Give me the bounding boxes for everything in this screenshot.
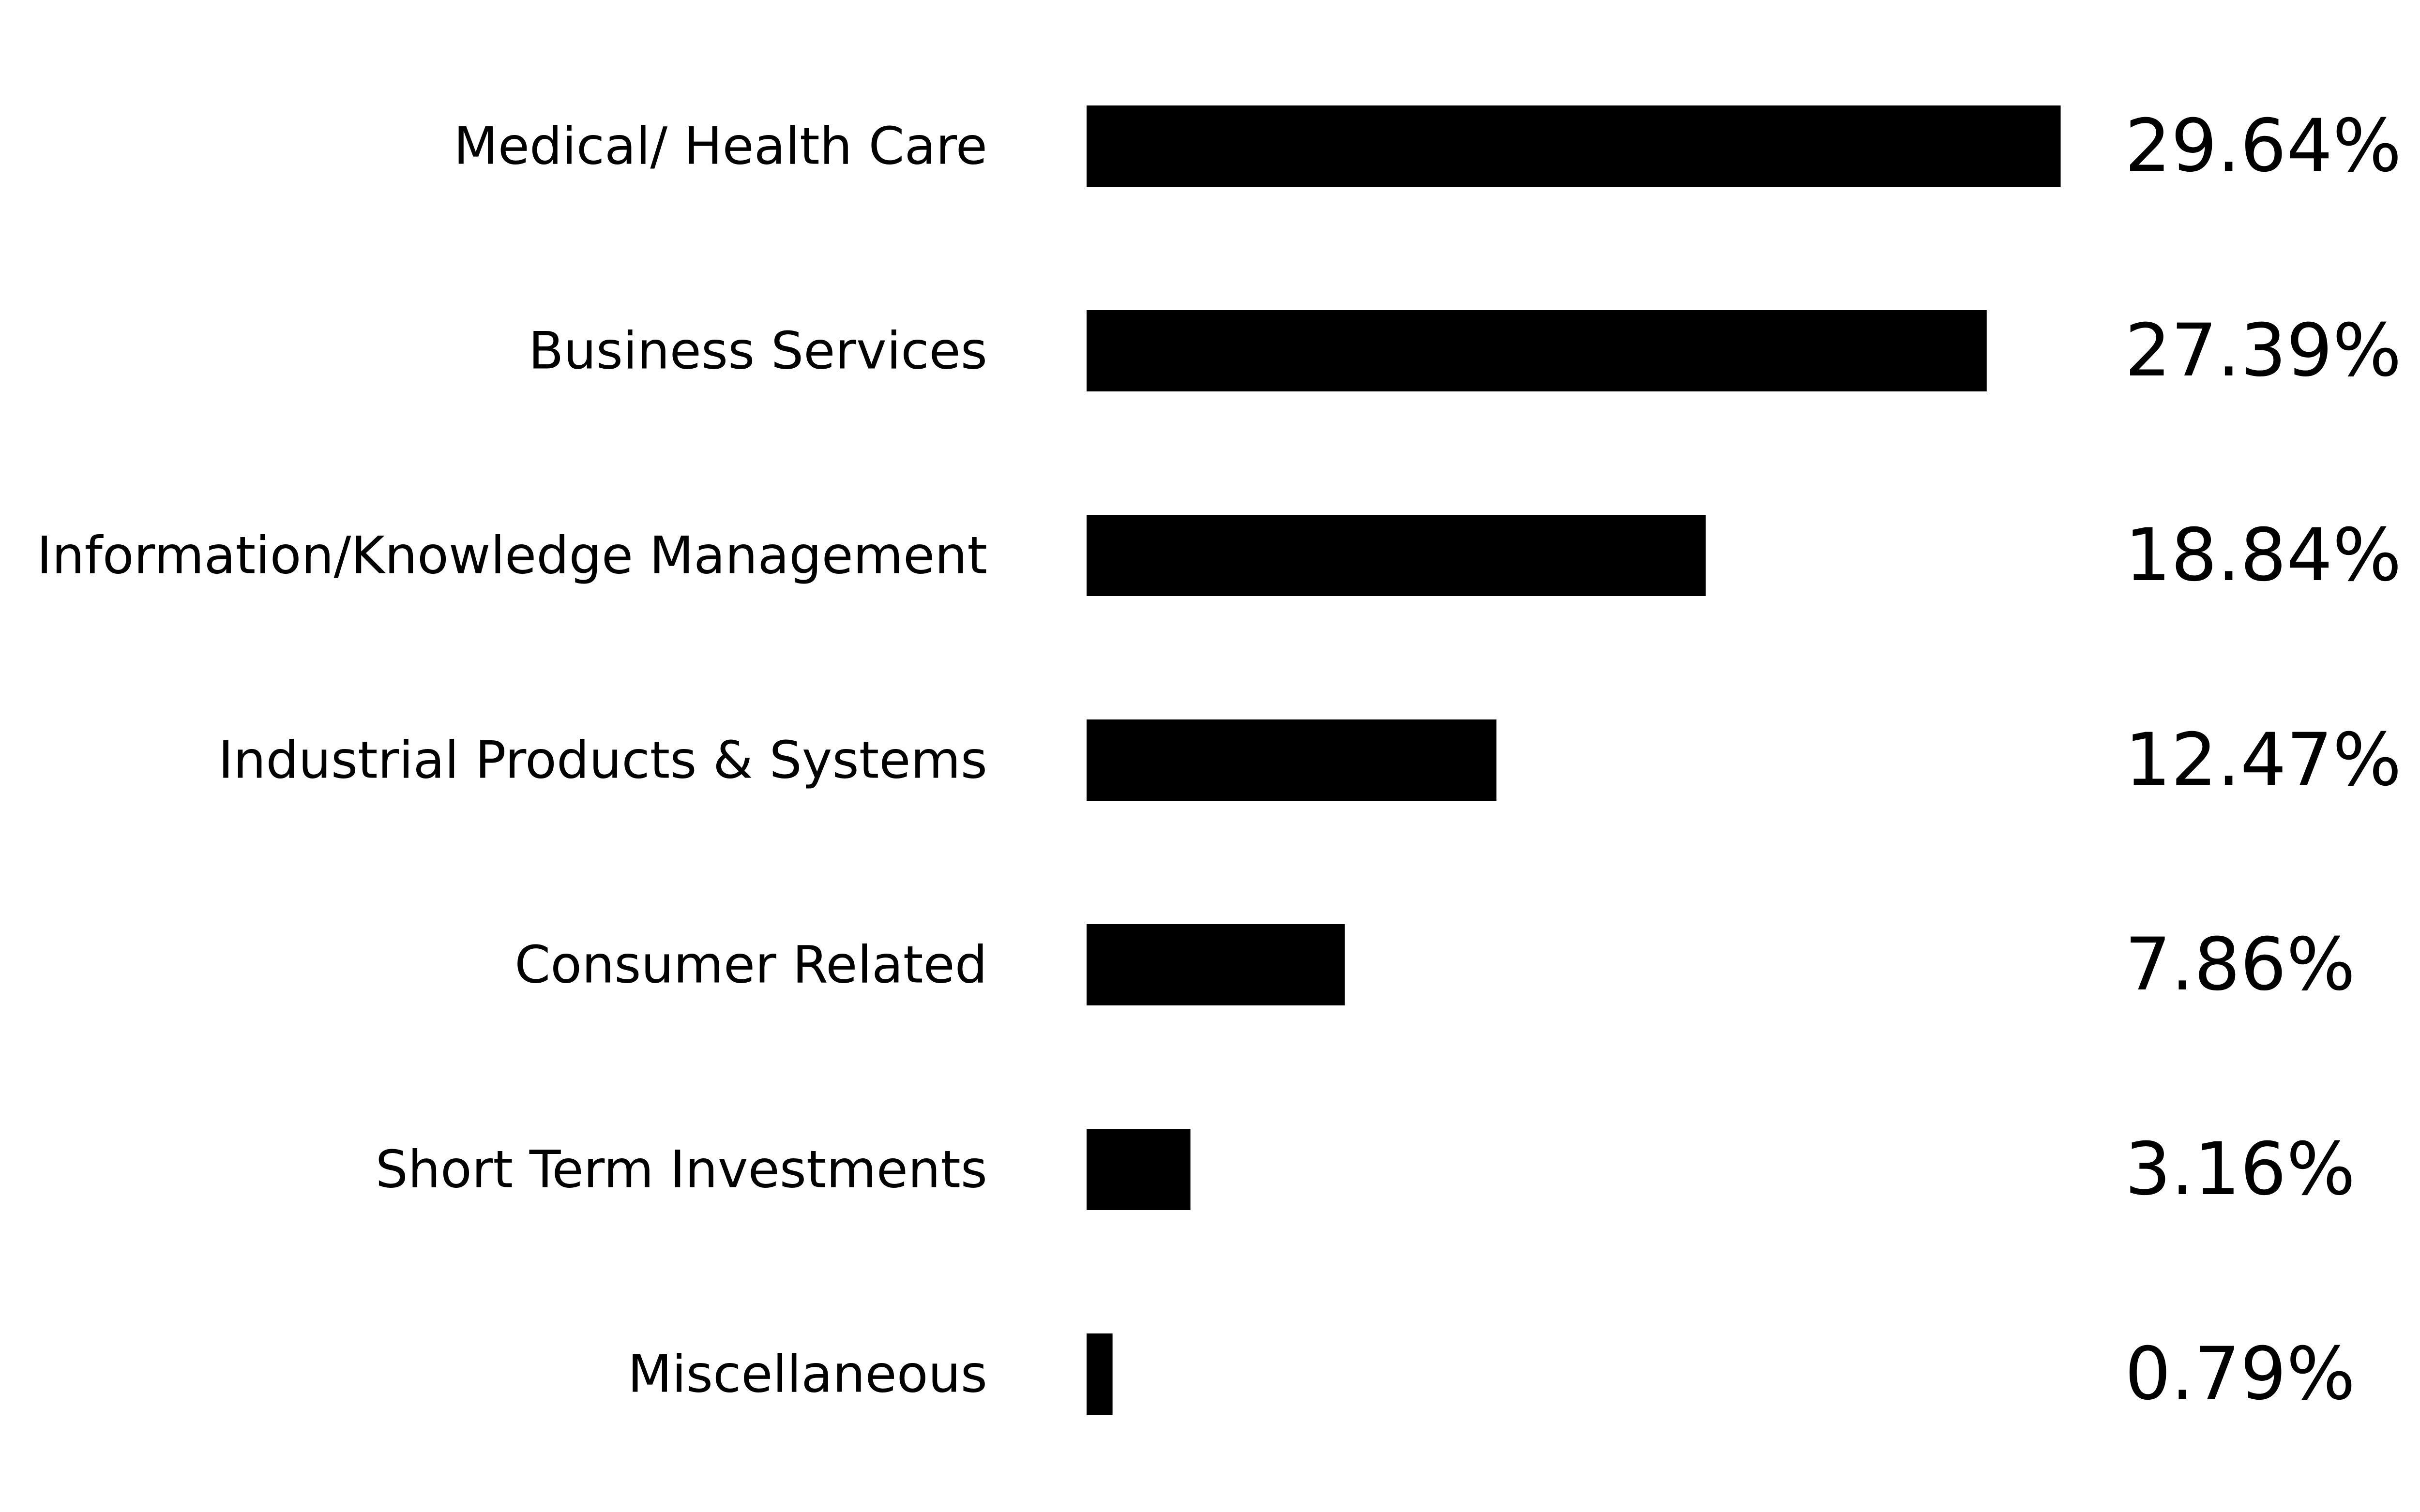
bar [1087,310,1987,391]
category-label: Short Term Investments [376,1140,987,1199]
bar [1087,719,1497,801]
bar [1087,515,1706,596]
value-label: 29.64% [2125,104,2402,188]
bar [1087,105,2061,187]
bar [1087,924,1345,1005]
bars [1087,105,2061,1415]
category-label: Medical/ Health Care [454,117,987,176]
bar [1087,1129,1191,1210]
category-label: Information/Knowledge Management [37,526,987,585]
value-label: 12.47% [2125,718,2402,802]
bar [1087,1333,1113,1415]
category-label: Consumer Related [514,935,987,995]
value-labels: 29.64% 27.39% 18.84% 12.47% 7.86% 3.16% 0.79% [2125,104,2402,1416]
value-label: 0.79% [2125,1332,2356,1416]
value-label: 27.39% [2125,309,2402,393]
category-label: Industrial Products & Systems [218,731,987,790]
category-labels: Medical/ Health Care Business Services Inf… [37,117,987,1404]
value-label: 3.16% [2125,1127,2356,1212]
value-label: 18.84% [2125,513,2402,598]
category-label: Miscellaneous [628,1345,987,1404]
value-label: 7.86% [2125,923,2356,1007]
category-label: Business Services [529,321,987,381]
